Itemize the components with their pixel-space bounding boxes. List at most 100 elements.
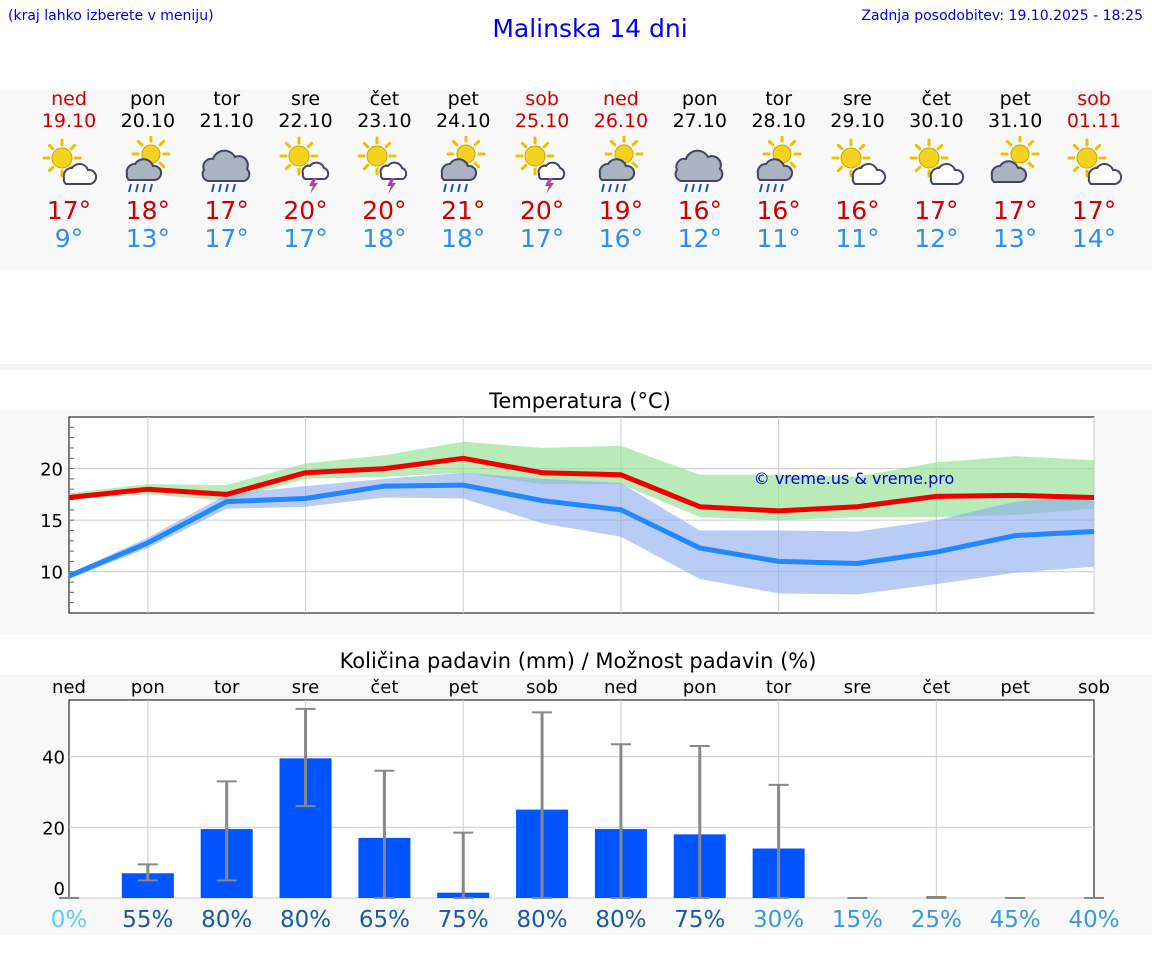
day-date: 19.10 bbox=[41, 110, 97, 132]
day-name: tor bbox=[213, 88, 241, 110]
min-temperature: 17° bbox=[519, 224, 565, 253]
category-label: ned bbox=[52, 677, 86, 698]
partly-cloudy-icon bbox=[909, 138, 965, 185]
min-temperature: 12° bbox=[677, 224, 722, 253]
max-temperature: 17° bbox=[914, 196, 959, 225]
precipitation-probability: 40% bbox=[1068, 907, 1119, 933]
day-date: 26.10 bbox=[593, 110, 649, 132]
day-name: ned bbox=[51, 88, 87, 110]
precipitation-probability: 30% bbox=[753, 907, 804, 933]
day-name: pon bbox=[129, 88, 166, 110]
day-column: sob 25.10 20° 17° bbox=[502, 88, 582, 253]
day-column: pon 27.10 16° 12° bbox=[660, 88, 740, 253]
temperature-chart-title: Temperatura (°C) bbox=[488, 389, 671, 413]
y-tick-label: 15 bbox=[40, 511, 63, 532]
precipitation-probability: 45% bbox=[990, 907, 1041, 933]
category-label: sob bbox=[1078, 677, 1110, 698]
cloudy-rain-icon bbox=[674, 149, 724, 193]
day-column: sre 29.10 16° 11° bbox=[818, 88, 898, 253]
day-column: tor 21.10 17° 17° bbox=[187, 88, 267, 253]
day-name: pet bbox=[447, 88, 479, 110]
day-column: pon 20.10 18° 13° bbox=[108, 88, 188, 253]
min-temperature: 12° bbox=[914, 224, 959, 253]
category-label: ned bbox=[604, 677, 638, 698]
temperature-lines bbox=[68, 455, 1095, 579]
day-date: 30.10 bbox=[909, 110, 964, 132]
min-temperature: 14° bbox=[1071, 224, 1117, 253]
min-temperature-line bbox=[68, 482, 1095, 579]
day-column: pet 31.10 17° 13° bbox=[975, 88, 1055, 253]
sun-thunderstorm-icon bbox=[357, 136, 408, 194]
max-temperature: 19° bbox=[598, 196, 644, 225]
min-temperature: 13° bbox=[993, 224, 1038, 253]
watermark: © vreme.us & vreme.pro bbox=[754, 469, 955, 488]
cloudy-rain-icon bbox=[201, 149, 250, 193]
day-name: čet bbox=[921, 88, 952, 110]
day-column: ned 26.10 19° 16° bbox=[581, 88, 661, 253]
temperature-chart: Temperatura (°C) 10 15 20 © vreme.us & vre… bbox=[40, 389, 1095, 614]
precipitation-probabilities: 0% 55% 80% 80% 65% 75% 80% 80% 75% 30% 15% 25% 45% 40… bbox=[51, 907, 1120, 933]
category-label: pet bbox=[448, 677, 478, 698]
category-label: pon bbox=[131, 677, 165, 698]
category-label: sre bbox=[844, 677, 871, 698]
category-label: sre bbox=[292, 677, 319, 698]
day-name: pon bbox=[681, 88, 718, 110]
day-column: sob 01.11 17° 14° bbox=[1054, 88, 1134, 253]
day-name: sob bbox=[1077, 88, 1111, 110]
day-date: 21.10 bbox=[199, 110, 254, 132]
divider bbox=[0, 364, 1152, 370]
mostly-cloudy-icon bbox=[990, 136, 1040, 183]
day-column: pet 24.10 21° 18° bbox=[423, 88, 503, 253]
precipitation-probability: 75% bbox=[438, 907, 489, 933]
day-column: sre 22.10 20° 17° bbox=[266, 88, 346, 253]
partly-cloudy-icon bbox=[42, 138, 98, 185]
max-temperature: 21° bbox=[441, 196, 486, 225]
min-temperature: 13° bbox=[125, 224, 170, 253]
min-temperature: 18° bbox=[362, 224, 407, 253]
precipitation-probability: 65% bbox=[359, 907, 410, 933]
day-date: 24.10 bbox=[436, 110, 491, 132]
max-temperature-line bbox=[68, 455, 1095, 514]
min-temperature: 17° bbox=[283, 224, 328, 253]
precipitation-error-bars bbox=[59, 707, 1104, 899]
max-temperature: 18° bbox=[125, 196, 170, 225]
max-temperature: 17° bbox=[993, 196, 1038, 225]
category-label: sob bbox=[526, 677, 558, 698]
max-temperature: 20° bbox=[362, 196, 407, 225]
page-title: Malinska 14 dni bbox=[492, 14, 688, 43]
partly-cloudy-rain-icon bbox=[598, 136, 644, 193]
max-temperature: 17° bbox=[1071, 196, 1117, 225]
precipitation-probability: 75% bbox=[674, 907, 725, 933]
partly-cloudy-rain-icon bbox=[756, 136, 802, 193]
y-tick-label: 0 bbox=[54, 879, 65, 900]
precipitation-probability: 80% bbox=[280, 907, 331, 933]
y-tick-label: 20 bbox=[40, 460, 63, 481]
precipitation-chart-title: Količina padavin (mm) / Možnost padavin … bbox=[340, 649, 817, 673]
max-temperature: 20° bbox=[283, 196, 328, 225]
sun-thunderstorm-icon bbox=[279, 136, 329, 194]
day-column: čet 23.10 20° 18° bbox=[344, 88, 424, 253]
precipitation-probability: 55% bbox=[122, 907, 173, 933]
sun-thunderstorm-icon bbox=[515, 136, 566, 194]
day-name: tor bbox=[765, 88, 793, 110]
category-label: tor bbox=[766, 677, 792, 698]
day-column: čet 30.10 17° 12° bbox=[896, 88, 976, 253]
temperature-y-ticks: 10 15 20 bbox=[40, 460, 63, 584]
max-temperature: 20° bbox=[519, 196, 565, 225]
min-temperature: 17° bbox=[204, 224, 249, 253]
day-date: 29.10 bbox=[830, 110, 885, 132]
precipitation-probability: 80% bbox=[595, 907, 646, 933]
min-temperature: 11° bbox=[835, 224, 880, 253]
day-name: sre bbox=[291, 88, 321, 110]
day-date: 27.10 bbox=[672, 110, 727, 132]
precipitation-probability: 0% bbox=[51, 907, 88, 933]
max-temperature: 16° bbox=[756, 196, 801, 225]
min-temperature: 9° bbox=[54, 224, 84, 253]
precipitation-probability: 25% bbox=[911, 907, 962, 933]
precipitation-probability: 80% bbox=[201, 907, 252, 933]
day-date: 01.11 bbox=[1066, 110, 1122, 132]
day-date: 31.10 bbox=[987, 110, 1043, 132]
day-date: 23.10 bbox=[357, 110, 412, 132]
category-label: čet bbox=[370, 677, 398, 698]
day-name: ned bbox=[603, 88, 639, 110]
